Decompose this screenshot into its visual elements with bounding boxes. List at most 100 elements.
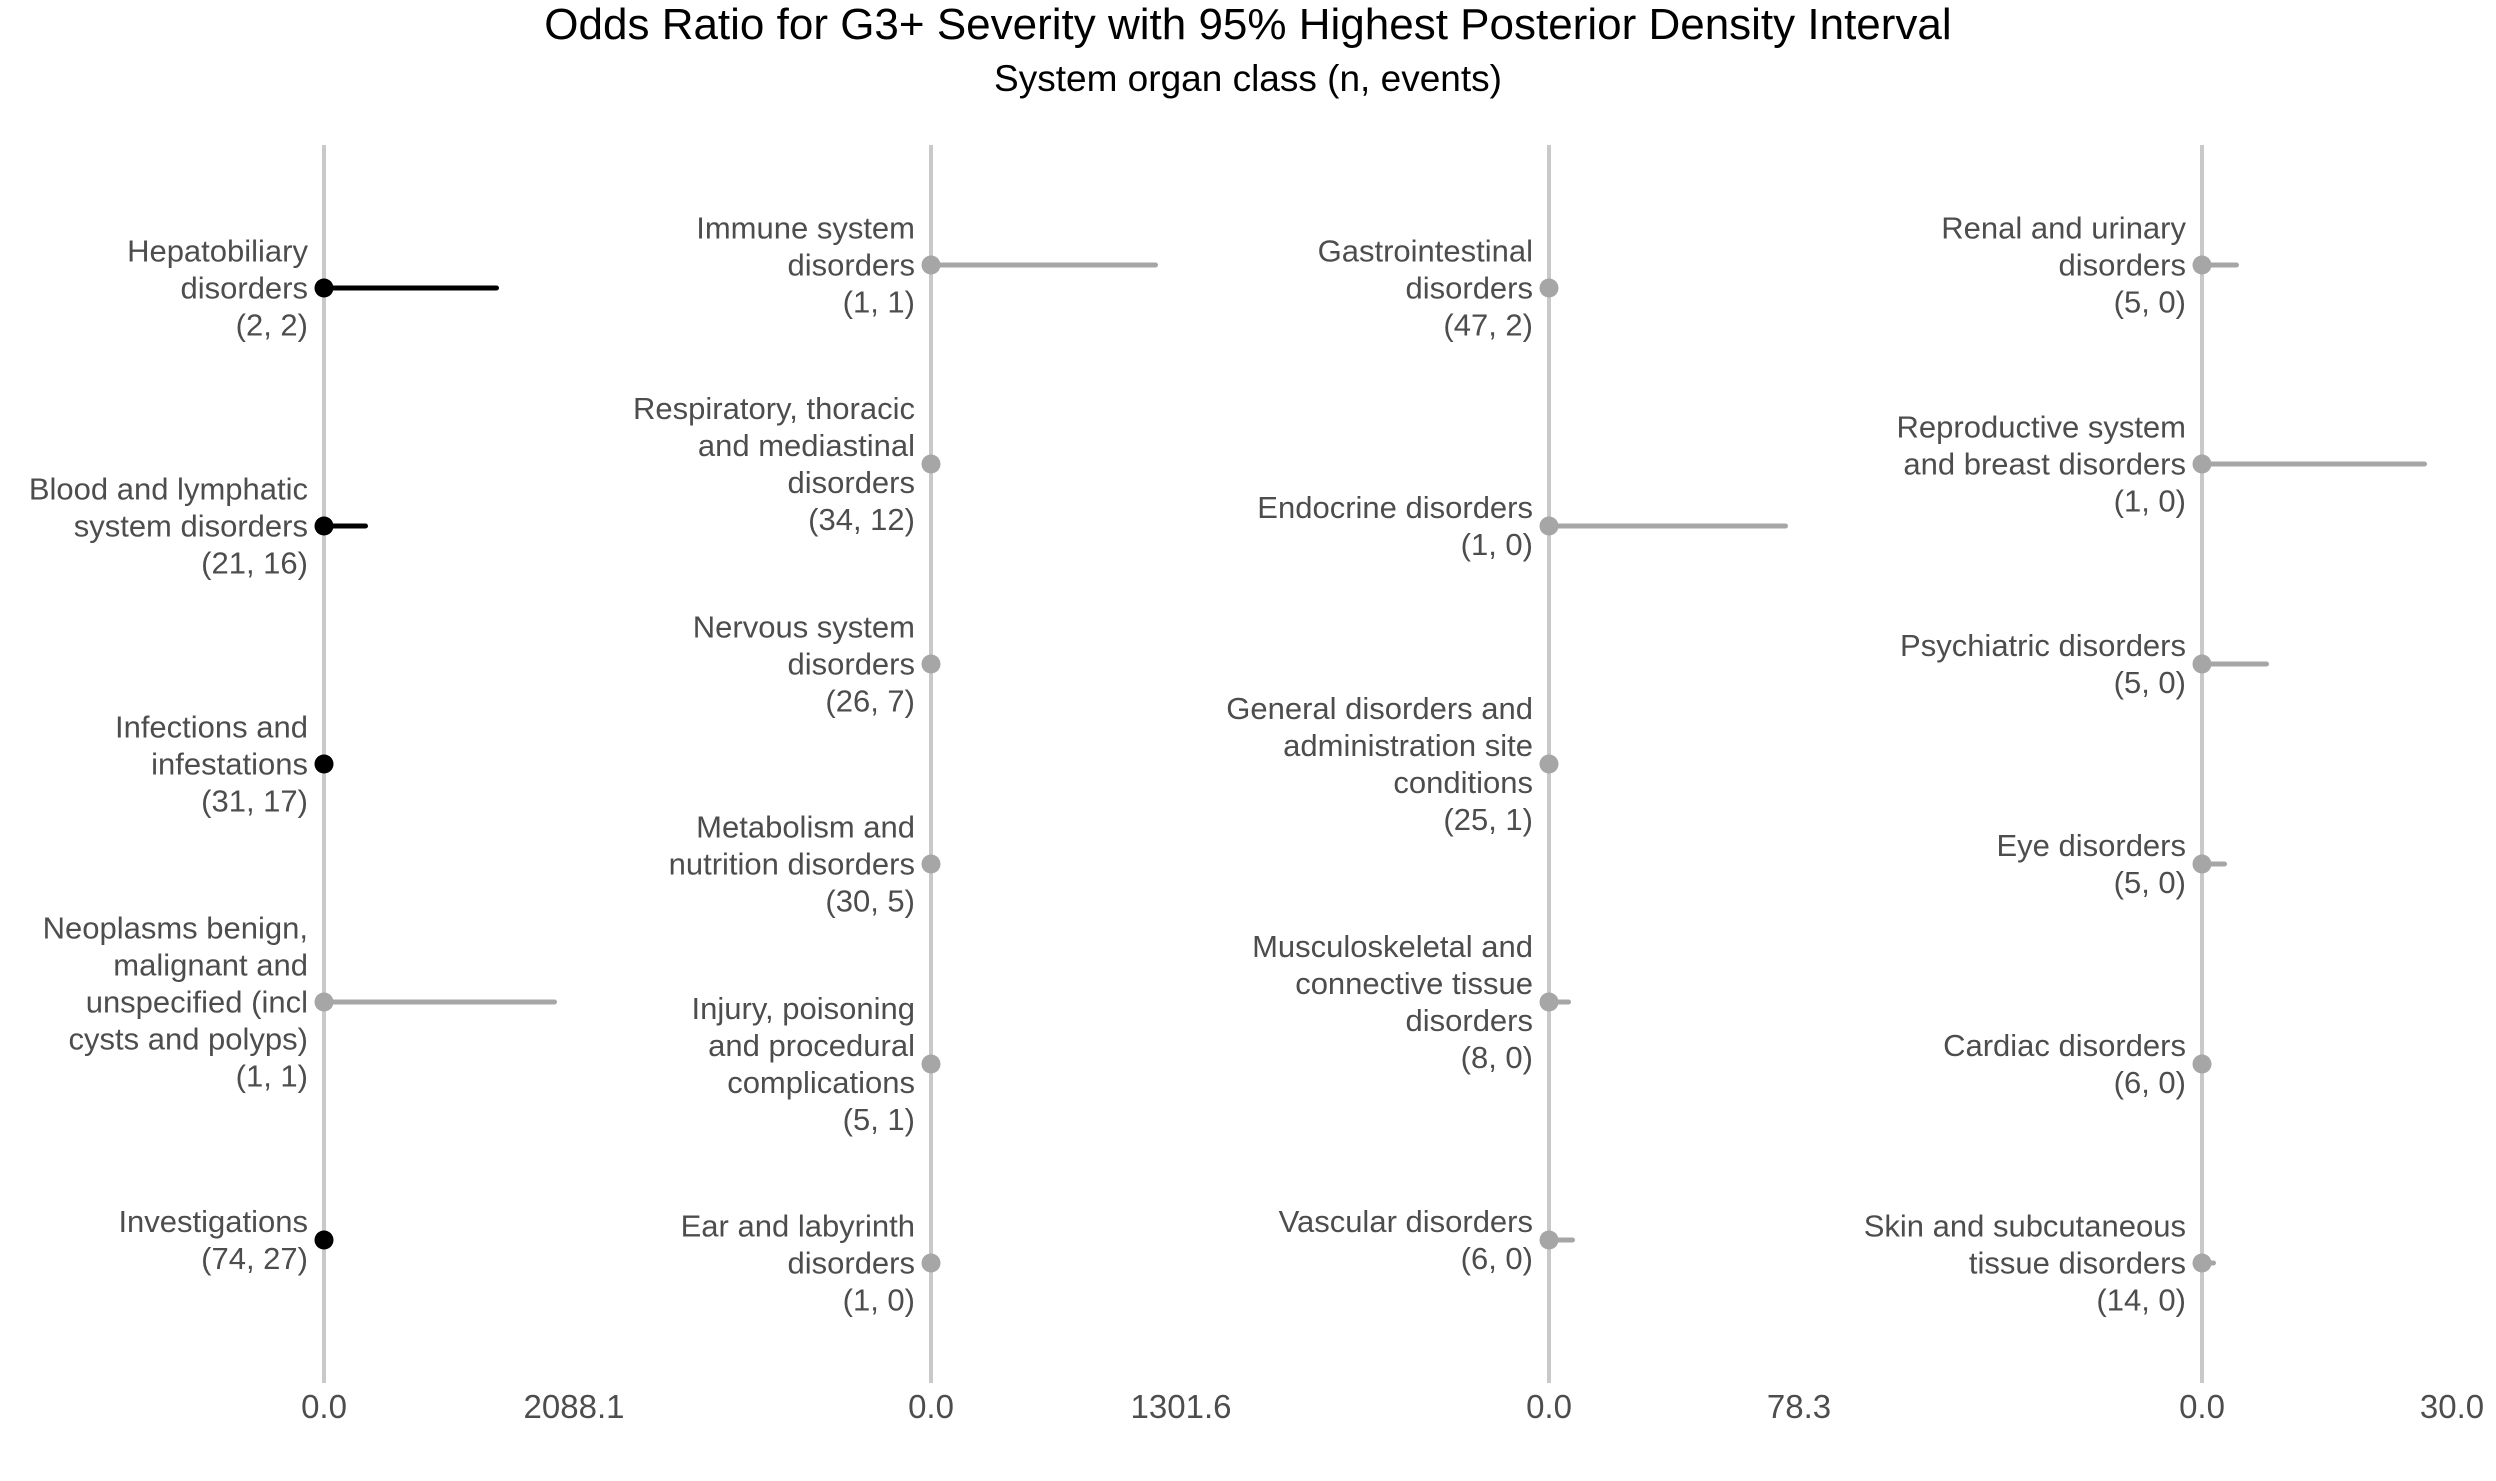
soc-label-line: (5, 0) [2113,284,2186,320]
odds-ratio-point [2192,1253,2212,1273]
hpd-interval-bar [1549,1237,1575,1243]
soc-label: Metabolism and nutrition disorders (30, 5) [669,808,915,919]
x-axis-tick-label: 1301.6 [1130,1388,1232,1425]
odds-ratio-point [1539,1230,1559,1250]
soc-label-line: Injury, poisoning [691,990,915,1026]
soc-label: Hepatobiliary disorders (2, 2) [127,232,308,343]
soc-label-line: (5, 1) [842,1101,915,1137]
hpd-interval-bar [2202,861,2227,867]
x-axis-tick-label: 0.0 [2179,1388,2225,1425]
odds-ratio-point [921,654,941,674]
soc-label: Infections and infestations (31, 17) [115,709,308,820]
soc-label-line: (8, 0) [1460,1040,1533,1076]
soc-label: Eye disorders (5, 0) [1996,827,2186,901]
soc-label-line: Gastrointestinal [1317,233,1533,269]
soc-label-line: (47, 2) [1443,307,1533,343]
x-axis-tick-label: 2088.1 [523,1388,625,1425]
odds-ratio-point [314,992,334,1012]
soc-label: Nervous system disorders (26, 7) [693,609,915,720]
soc-label-line: Musculoskeletal and [1252,929,1533,965]
soc-label-line: (25, 1) [1443,802,1533,837]
soc-label-line: Renal and urinary [1941,210,2186,246]
soc-label-line: Psychiatric disorders [1900,628,2186,664]
hpd-interval-bar [2202,661,2269,667]
soc-label-line: Infections and [114,709,308,745]
odds-ratio-point [1539,754,1559,774]
soc-label: Injury, poisoning and procedural complicat… [692,990,915,1138]
soc-label-line: conditions [1393,765,1533,800]
x-axis-tick-label: 30.0 [2419,1388,2485,1425]
soc-label-line: malignant and [113,947,308,983]
soc-label-line: disorders [2058,247,2187,283]
soc-label-line: and breast disorders [1903,446,2186,482]
soc-label-line: (1, 0) [2113,483,2186,519]
soc-label-line: (1, 0) [1460,526,1533,562]
soc-label: Skin and subcutaneous tissue disorders (14… [1864,1208,2186,1319]
soc-label: Gastrointestinal disorders (47, 2) [1318,232,1533,343]
odds-ratio-point [921,854,941,874]
chart-title: Odds Ratio for G3+ Severity with 95% Hig… [544,0,1952,49]
soc-label: Renal and urinary disorders (5, 0) [1941,209,2186,320]
odds-ratio-point [2192,654,2212,674]
soc-label: Vascular disorders (6, 0) [1279,1203,1533,1277]
soc-label-line: Neoplasms benign, [42,910,308,946]
soc-label-line: connective tissue [1295,966,1533,1002]
x-axis-tick-label: 0.0 [908,1388,954,1425]
hpd-interval-bar [931,262,1158,268]
zero-reference-line [2200,145,2204,1383]
soc-label-line: disorders [787,465,916,501]
soc-label-line: (34, 12) [808,502,915,538]
soc-label-line: nutrition disorders [668,846,915,882]
soc-label-line: and mediastinal [697,428,915,464]
soc-label: Respiratory, thoracic and mediastinal diso… [633,390,915,538]
soc-label-line: system disorders [73,508,308,544]
zero-reference-line [929,145,933,1383]
soc-label-line: (30, 5) [825,883,915,919]
soc-label-line: disorders [1405,270,1534,306]
soc-label-line: (21, 16) [201,545,308,581]
soc-label: Ear and labyrinth disorders (1, 0) [681,1208,915,1319]
soc-label-line: and procedural [708,1027,915,1063]
soc-label: General disorders and administration site… [1226,690,1533,838]
hpd-interval-bar [2202,461,2427,467]
hpd-interval-bar [2202,262,2239,268]
soc-label-line: (31, 17) [201,783,308,819]
hpd-interval-bar [324,523,369,529]
soc-label-line: unspecified (incl [85,984,308,1020]
soc-label-line: Respiratory, thoracic [633,391,915,427]
odds-ratio-point [1539,992,1559,1012]
odds-ratio-point [921,454,941,474]
soc-label-line: (1, 0) [842,1282,915,1318]
odds-ratio-point [921,255,941,275]
soc-label-line: Cardiac disorders [1943,1027,2186,1063]
soc-label: Neoplasms benign, malignant and unspecifie… [43,910,308,1095]
soc-label: Immune system disorders (1, 1) [696,209,915,320]
soc-label-line: (2, 2) [235,307,308,343]
soc-label-line: infestations [151,746,308,782]
soc-label-line: (6, 0) [2113,1064,2186,1100]
odds-ratio-point [2192,854,2212,874]
soc-label-line: Hepatobiliary [127,233,308,269]
soc-label: Reproductive system and breast disorders(… [1897,409,2186,520]
soc-label-line: Nervous system [692,609,915,645]
chart-subtitle: System organ class (n, events) [994,58,1502,99]
soc-label-line: (1, 1) [842,284,915,320]
soc-label-line: disorders [787,646,916,682]
hpd-interval-bar [1549,523,1789,529]
soc-label-line: (14, 0) [2096,1282,2186,1318]
soc-label: Psychiatric disorders (5, 0) [1900,627,2186,701]
odds-ratio-point [2192,255,2212,275]
soc-label-line: disorders [1405,1003,1534,1039]
odds-ratio-point [2192,454,2212,474]
soc-label-line: Investigations [118,1204,308,1240]
odds-ratio-point [314,278,334,298]
odds-ratio-point [314,1230,334,1250]
odds-ratio-point [314,754,334,774]
soc-label-line: (5, 0) [2113,665,2186,701]
x-axis-tick-label: 78.3 [1766,1388,1832,1425]
soc-label-line: complications [727,1064,915,1100]
x-axis-tick-label: 0.0 [1526,1388,1572,1425]
soc-label: Musculoskeletal and connective tissue diso… [1252,928,1533,1076]
odds-ratio-point [1539,278,1559,298]
